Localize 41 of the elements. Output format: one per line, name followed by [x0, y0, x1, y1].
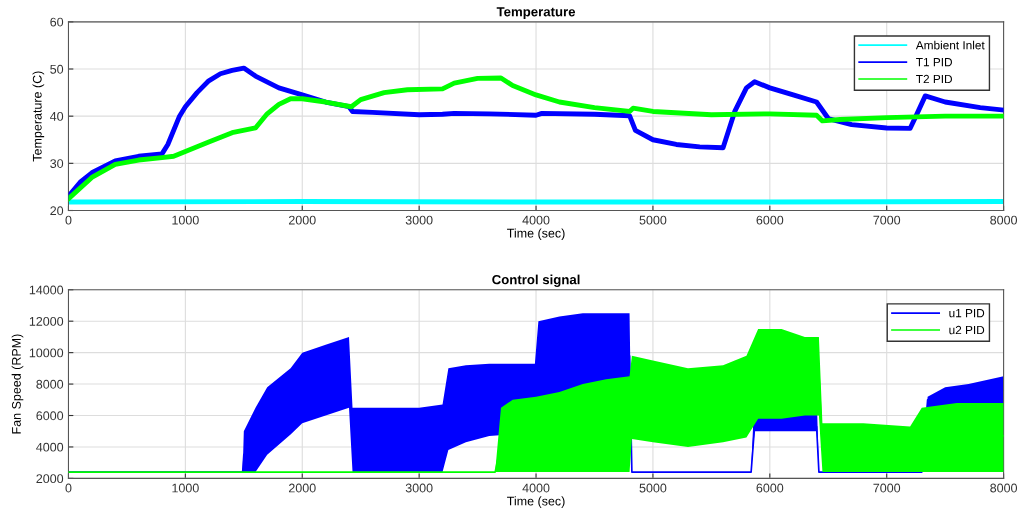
y-tick-label: 40 — [50, 111, 64, 121]
x-tick-label: 6000 — [756, 483, 784, 493]
y-tick-label: 50 — [50, 64, 64, 74]
x-tick-label: 0 — [65, 483, 72, 493]
x-tick-label: 5000 — [639, 215, 667, 225]
y-tick-label: 20 — [50, 206, 64, 216]
x-axis-title: Time (sec) — [507, 496, 565, 508]
chart-title: Control signal — [492, 274, 580, 287]
y-tick-label: 6000 — [36, 411, 64, 421]
x-tick-label: 7000 — [873, 483, 901, 493]
x-tick-label: 1000 — [172, 483, 199, 493]
y-tick-label: 12000 — [29, 316, 64, 326]
y-tick-label: 8000 — [36, 379, 64, 389]
legend-label: u2 PID — [949, 325, 985, 335]
y-tick-label: 2000 — [36, 474, 64, 484]
x-tick-label: 2000 — [288, 215, 316, 225]
x-tick-label: 2000 — [288, 483, 316, 493]
legend-label: T2 PID — [916, 74, 952, 84]
x-tick-label: 7000 — [873, 215, 901, 225]
legend-label: u1 PID — [949, 309, 985, 318]
x-tick-label: 6000 — [756, 215, 784, 225]
y-axis-title: Temperature (C) — [32, 71, 45, 162]
x-tick-label: 4000 — [522, 483, 550, 493]
y-tick-label: 60 — [50, 17, 64, 27]
x-axis-title: Time (sec) — [507, 228, 565, 241]
y-axis-title: Fan Speed (RPM) — [11, 334, 24, 434]
x-tick-label: 0 — [65, 215, 72, 225]
x-tick-label: 3000 — [405, 215, 433, 225]
x-tick-label: 4000 — [522, 215, 550, 225]
x-tick-label: 8000 — [990, 483, 1018, 493]
x-tick-label: 5000 — [639, 483, 667, 493]
y-tick-label: 10000 — [29, 348, 64, 358]
y-tick-label: 30 — [50, 159, 64, 168]
x-tick-label: 1000 — [172, 215, 199, 225]
legend-label: T1 PID — [916, 58, 952, 67]
x-tick-label: 8000 — [990, 215, 1018, 225]
y-tick-label: 4000 — [36, 442, 64, 452]
legend-label: Ambient Inlet — [915, 40, 985, 50]
x-tick-label: 3000 — [405, 483, 433, 493]
chart-title: Temperature — [496, 7, 576, 20]
y-tick-label: 14000 — [29, 285, 64, 295]
